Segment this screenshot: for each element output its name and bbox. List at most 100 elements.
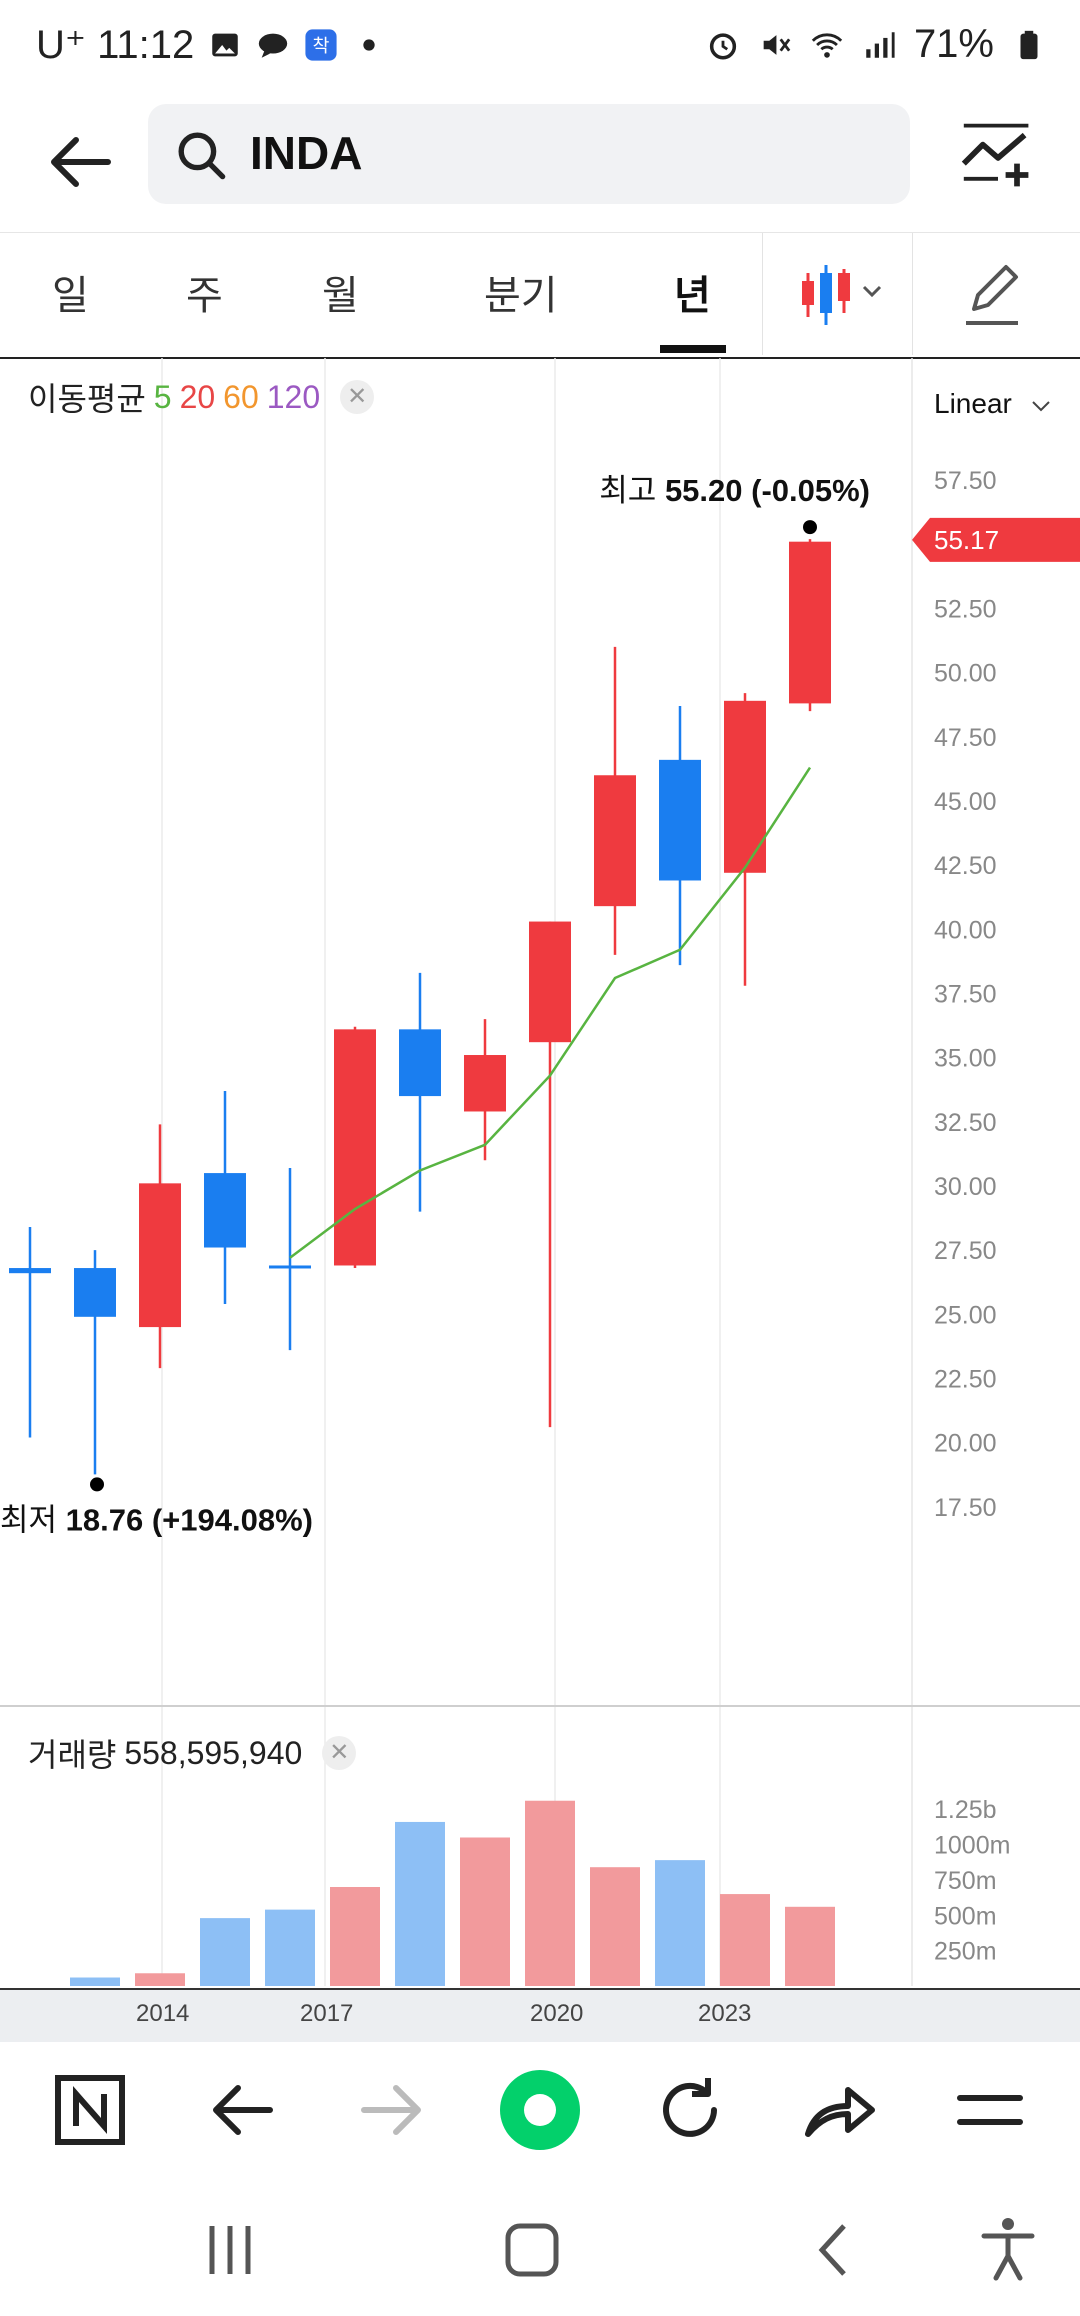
svg-text:착: 착 <box>313 36 330 57</box>
accessibility-icon[interactable] <box>974 2214 1044 2284</box>
candle-body <box>399 1029 441 1097</box>
chevron-down-icon <box>1031 401 1050 412</box>
chart-area[interactable]: 17.50 20.00 22.50 25.00 27.50 30.00 32.50 35.00… <box>0 358 1080 1986</box>
naver-home-icon[interactable] <box>50 2070 130 2150</box>
search-bar[interactable]: INDA <box>148 104 910 204</box>
ma60-label: 60 <box>223 378 259 415</box>
back-icon[interactable] <box>202 2070 282 2150</box>
time-axis: 2014 2017 2020 2023 <box>0 1988 1080 2044</box>
current-price-label: 55.17 <box>934 525 999 555</box>
back-arrow-icon[interactable] <box>40 122 120 202</box>
moving-average-legend: 이동평균 5 20 60 120 ✕ <box>28 374 375 420</box>
volume-bar <box>330 1887 380 1986</box>
share-icon[interactable] <box>800 2070 880 2150</box>
home-icon[interactable] <box>498 2214 568 2284</box>
price-tick-label: 37.50 <box>934 980 997 1008</box>
volume-tick-label: 750m <box>934 1867 997 1895</box>
carrier-time: U⁺ 11:12 <box>36 23 195 67</box>
low-label: 최저 <box>0 1502 66 1537</box>
refresh-icon[interactable] <box>650 2070 730 2150</box>
volume-tick-label: 250m <box>934 1938 997 1966</box>
moving-average-lines <box>289 766 812 1259</box>
volume-bar <box>395 1821 445 1986</box>
candle-body <box>529 921 571 1043</box>
price-chart[interactable]: 17.50 20.00 22.50 25.00 27.50 30.00 32.50 35.00… <box>0 358 1080 1986</box>
search-query[interactable]: INDA <box>250 127 363 179</box>
system-back-icon[interactable] <box>800 2214 870 2284</box>
high-label: 최고 <box>599 473 665 508</box>
system-nav-bar <box>0 2182 1080 2316</box>
pencil-icon[interactable] <box>962 257 1022 327</box>
candles <box>9 539 831 1475</box>
price-tick-label: 25.00 <box>934 1301 997 1329</box>
tab-quarter[interactable]: 분기 <box>484 274 558 318</box>
recent-apps-icon[interactable] <box>196 2214 266 2284</box>
volume-bar <box>460 1837 510 1986</box>
candle-body <box>74 1268 116 1317</box>
price-tick-label: 40.00 <box>934 916 997 944</box>
price-tick-label: 35.00 <box>934 1045 997 1073</box>
mute-icon <box>763 34 791 55</box>
period-tabs: 일 주 월 분기 년 <box>0 232 1080 359</box>
volume-bars <box>70 1800 835 1986</box>
candle-body <box>139 1183 181 1328</box>
ma5-line <box>289 766 812 1259</box>
ma20-label: 20 <box>179 378 216 415</box>
volume-bar <box>655 1860 705 1986</box>
tab-divider <box>762 233 763 355</box>
browser-toolbar <box>0 2042 1080 2182</box>
x-tick-label: 2014 <box>136 2000 190 2027</box>
x-tick-label: 2017 <box>300 2000 354 2027</box>
low-marker <box>90 1477 104 1492</box>
high-marker <box>803 520 817 535</box>
scale-mode-dropdown[interactable]: Linear <box>934 388 1052 420</box>
candle-body <box>269 1265 311 1269</box>
close-volume-legend-icon[interactable]: ✕ <box>322 1736 357 1770</box>
tab-divider <box>912 233 913 355</box>
candlestick-type-icon[interactable] <box>800 261 894 325</box>
tab-month[interactable]: 월 <box>322 274 359 318</box>
low-annotation: 최저 18.76 (+194.08%) <box>0 1502 313 1537</box>
volume-tick-label: 1000m <box>934 1832 1010 1860</box>
tab-day[interactable]: 일 <box>52 274 89 318</box>
high-value: 55.20 (-0.05%) <box>665 473 870 508</box>
price-tick-label: 50.00 <box>934 660 997 688</box>
close-ma-legend-icon[interactable]: ✕ <box>340 380 375 414</box>
price-annotations: 최고 55.20 (-0.05%) 최저 18.76 (+194.08%) 55.1… <box>0 473 1080 1537</box>
price-tick-label: 20.00 <box>934 1430 997 1458</box>
low-value: 18.76 (+194.08%) <box>66 1502 313 1537</box>
add-comparison-chart-icon[interactable] <box>960 118 1036 194</box>
volume-bar <box>70 1977 120 1986</box>
notification-dot-icon <box>363 39 375 51</box>
price-tick-label: 52.50 <box>934 595 997 623</box>
status-bar: U⁺ 11:12 착 71% <box>0 0 1080 96</box>
price-tick-label: 57.50 <box>934 467 997 495</box>
volume-bar <box>720 1894 770 1986</box>
price-tick-label: 47.50 <box>934 724 997 752</box>
green-dot-home-icon[interactable] <box>498 2068 582 2152</box>
candle-body <box>594 775 636 907</box>
candle-body <box>659 759 701 881</box>
ma5-label: 5 <box>153 378 172 415</box>
price-tick-label: 22.50 <box>934 1365 997 1393</box>
volume-bar <box>265 1909 315 1986</box>
gallery-icon <box>212 33 238 57</box>
alarm-icon <box>709 32 737 60</box>
search-icon <box>178 132 226 180</box>
ma-legend-label: 이동평균 <box>28 381 146 417</box>
menu-icon[interactable] <box>950 2070 1030 2150</box>
volume-bar <box>590 1867 640 1986</box>
signal-icon <box>866 31 895 58</box>
high-annotation: 최고 55.20 (-0.05%) <box>599 473 870 508</box>
candle-body <box>204 1173 246 1248</box>
price-tick-label: 27.50 <box>934 1237 997 1265</box>
tab-week[interactable]: 주 <box>186 274 223 318</box>
x-tick-label: 2020 <box>530 2000 584 2027</box>
price-tick-label: 45.00 <box>934 788 997 816</box>
volume-bar <box>200 1918 250 1986</box>
volume-tick-label: 500m <box>934 1902 997 1930</box>
price-tick-label: 30.00 <box>934 1173 997 1201</box>
forward-icon[interactable] <box>352 2070 432 2150</box>
tab-year[interactable]: 년 <box>674 274 711 318</box>
volume-bar <box>135 1973 185 1986</box>
